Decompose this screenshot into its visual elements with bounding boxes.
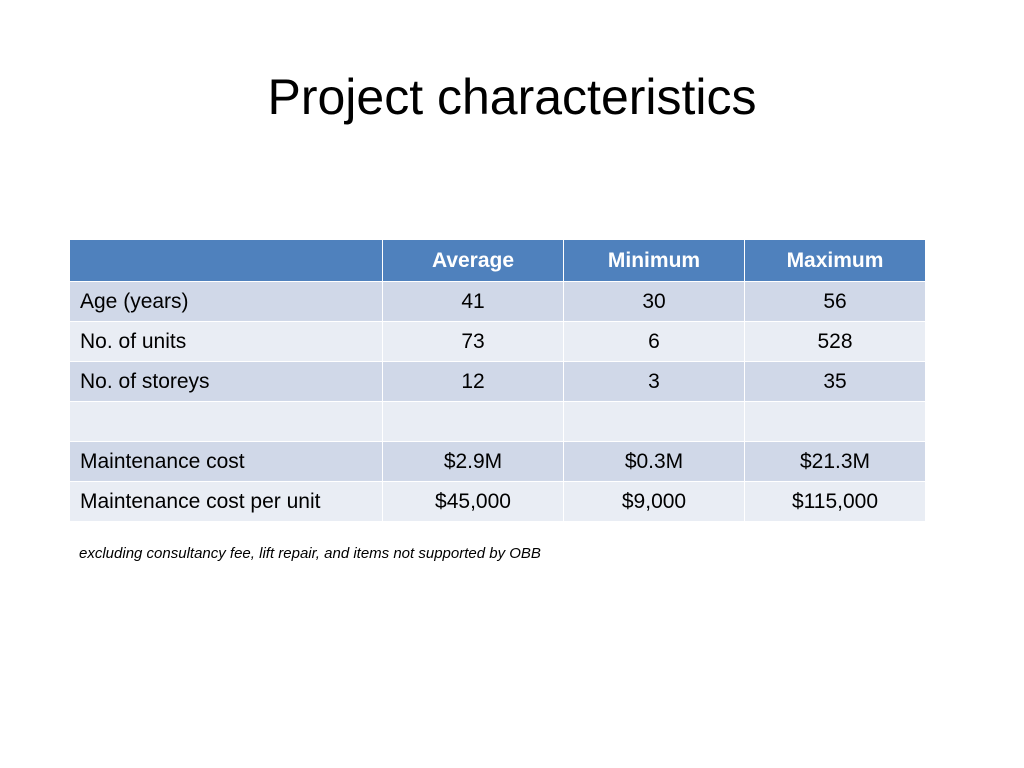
slide-title: Project characteristics <box>267 69 757 125</box>
table-row: No. of storeys 12 3 35 <box>69 361 926 402</box>
cell-maximum: $115,000 <box>744 481 926 522</box>
cell-minimum: $9,000 <box>563 481 745 522</box>
cell-maximum <box>744 401 926 442</box>
cell-maximum: 528 <box>744 321 926 362</box>
cell-minimum: 3 <box>563 361 745 402</box>
footnote: excluding consultancy fee, lift repair, … <box>79 545 541 562</box>
row-label: Maintenance cost per unit <box>69 481 383 522</box>
cell-average: 73 <box>382 321 564 362</box>
table-row: Age (years) 41 30 56 <box>69 281 926 322</box>
header-maximum: Maximum <box>744 239 926 282</box>
table-row: No. of units 73 6 528 <box>69 321 926 362</box>
header-minimum: Minimum <box>563 239 745 282</box>
row-label: Age (years) <box>69 281 383 322</box>
characteristics-table: Average Minimum Maximum Age (years) 41 3… <box>69 239 926 522</box>
table-row: Maintenance cost per unit $45,000 $9,000… <box>69 481 926 522</box>
cell-maximum: 56 <box>744 281 926 322</box>
header-empty <box>69 239 383 282</box>
cell-average <box>382 401 564 442</box>
table-row: Maintenance cost $2.9M $0.3M $21.3M <box>69 441 926 482</box>
table-row-empty <box>69 401 926 442</box>
cell-average: $45,000 <box>382 481 564 522</box>
row-label <box>69 401 383 442</box>
cell-minimum <box>563 401 745 442</box>
cell-minimum: 6 <box>563 321 745 362</box>
row-label: Maintenance cost <box>69 441 383 482</box>
cell-average: $2.9M <box>382 441 564 482</box>
cell-maximum: 35 <box>744 361 926 402</box>
table-header-row: Average Minimum Maximum <box>69 239 926 282</box>
cell-maximum: $21.3M <box>744 441 926 482</box>
row-label: No. of storeys <box>69 361 383 402</box>
cell-average: 41 <box>382 281 564 322</box>
row-label: No. of units <box>69 321 383 362</box>
cell-minimum: 30 <box>563 281 745 322</box>
header-average: Average <box>382 239 564 282</box>
cell-average: 12 <box>382 361 564 402</box>
cell-minimum: $0.3M <box>563 441 745 482</box>
